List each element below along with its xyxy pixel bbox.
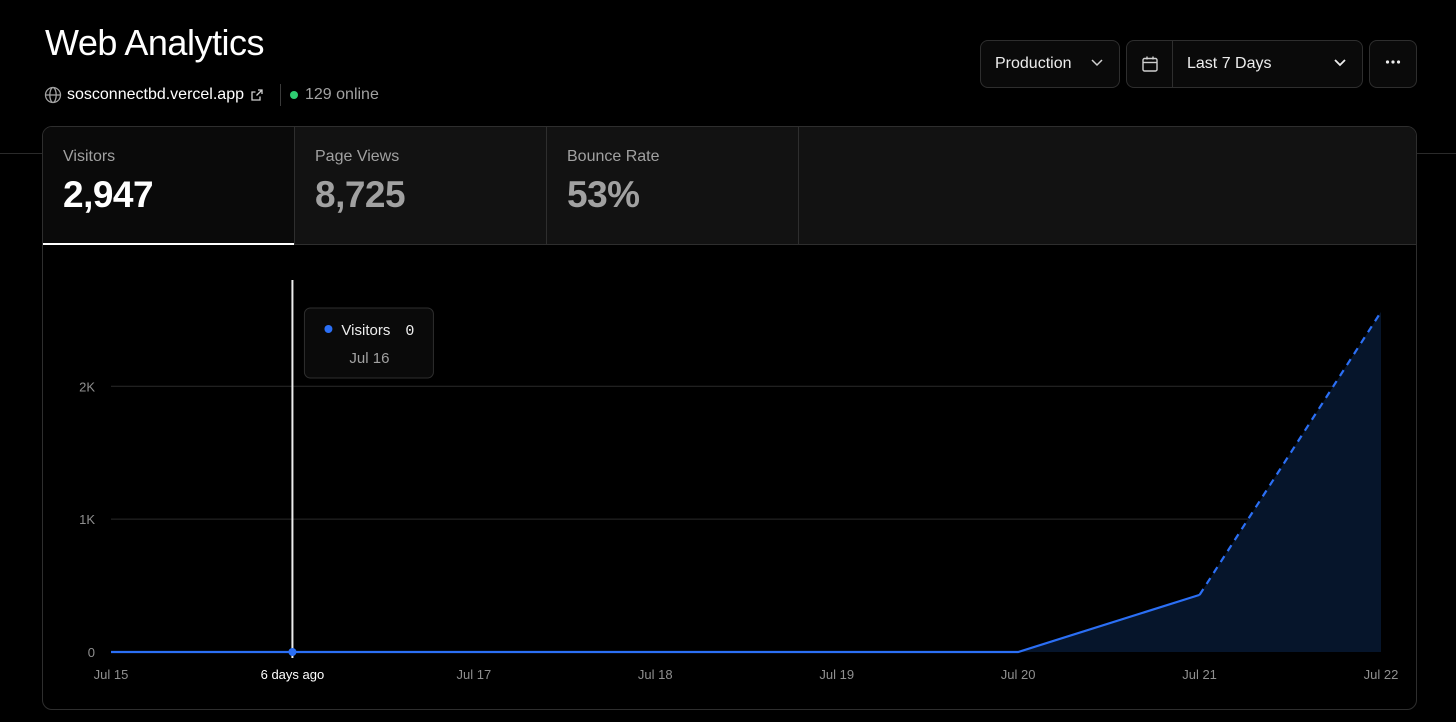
series-line-dashed: [1198, 311, 1382, 596]
y-tick-label: 1K: [79, 512, 95, 527]
date-range-select[interactable]: Last 7 Days: [1173, 54, 1362, 75]
x-tick-label: Jul 18: [638, 667, 673, 682]
tab-visitors[interactable]: Visitors 2,947: [43, 127, 295, 245]
chevron-down-icon: [1089, 54, 1105, 75]
hover-point: [288, 648, 297, 656]
online-status-dot: [290, 91, 298, 99]
series-line: [111, 593, 1200, 654]
domain-link[interactable]: sosconnectbd.vercel.app: [67, 86, 264, 104]
y-tick-label: 2K: [79, 379, 95, 394]
date-range-label: Last 7 Days: [1187, 55, 1272, 72]
tabs-filler: [799, 127, 1416, 244]
tab-label: Visitors: [63, 148, 116, 165]
project-info: sosconnectbd.vercel.app 129 online: [44, 84, 379, 106]
external-link-icon: [250, 88, 264, 102]
calendar-icon[interactable]: [1127, 41, 1173, 87]
more-options-button[interactable]: [1369, 40, 1417, 88]
tooltip-series-name: Visitors: [341, 322, 390, 339]
tab-value: 2,947: [63, 174, 154, 215]
tab-page-views[interactable]: Page Views 8,725: [295, 127, 547, 244]
more-icon: [1384, 53, 1402, 76]
x-tick-label: Jul 21: [1182, 667, 1217, 682]
tooltip-value: 0: [405, 323, 414, 340]
domain-text: sosconnectbd.vercel.app: [67, 86, 244, 103]
x-tick-label: Jul 22: [1364, 667, 1399, 682]
x-tick-label: 6 days ago: [261, 667, 325, 682]
date-range-picker[interactable]: Last 7 Days: [1126, 40, 1363, 88]
x-tick-label: Jul 15: [94, 667, 129, 682]
page-title: Web Analytics: [45, 22, 264, 63]
metric-tabs: Visitors 2,947 Page Views 8,725 Bounce R…: [43, 127, 1416, 245]
environment-select[interactable]: Production: [980, 40, 1120, 88]
chevron-down-icon: [1332, 54, 1348, 75]
tab-bounce-rate[interactable]: Bounce Rate 53%: [547, 127, 799, 244]
tooltip-series-dot: [324, 325, 333, 333]
tab-value: 8,725: [315, 174, 406, 215]
divider: [280, 84, 281, 106]
online-count: 129 online: [305, 86, 379, 103]
tooltip-date: Jul 16: [349, 350, 389, 367]
toolbar: Production Last 7 Days: [980, 40, 1417, 88]
x-tick-label: Jul 19: [819, 667, 854, 682]
area-fill: [111, 311, 1381, 652]
tab-label: Bounce Rate: [567, 148, 660, 165]
tooltip-box: [303, 307, 434, 379]
tab-value: 53%: [567, 174, 640, 215]
globe-icon: [44, 86, 62, 104]
x-tick-label: Jul 20: [1001, 667, 1036, 682]
x-tick-label: Jul 17: [457, 667, 492, 682]
tab-label: Page Views: [315, 148, 400, 165]
environment-label: Production: [995, 55, 1072, 72]
y-tick-label: 0: [88, 645, 95, 660]
